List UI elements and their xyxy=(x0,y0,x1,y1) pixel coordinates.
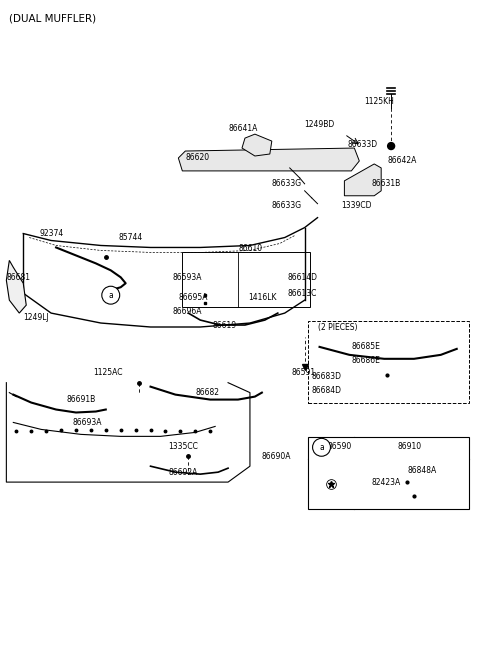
Text: 86695A: 86695A xyxy=(179,293,208,302)
Text: 86613C: 86613C xyxy=(288,289,317,298)
FancyBboxPatch shape xyxy=(308,321,468,403)
Text: 86619: 86619 xyxy=(212,320,236,329)
Text: 86591: 86591 xyxy=(292,368,316,377)
Text: 86692A: 86692A xyxy=(168,468,198,477)
Text: 86684D: 86684D xyxy=(312,386,342,395)
Text: (DUAL MUFFLER): (DUAL MUFFLER) xyxy=(9,14,96,24)
Text: 86633G: 86633G xyxy=(272,201,302,210)
Text: 86910: 86910 xyxy=(397,442,421,451)
Text: 1249LJ: 1249LJ xyxy=(23,312,49,322)
Circle shape xyxy=(102,286,120,304)
Text: a: a xyxy=(319,443,324,452)
Text: 86633G: 86633G xyxy=(272,179,302,189)
Text: 1335CC: 1335CC xyxy=(168,442,198,451)
Text: 86593A: 86593A xyxy=(172,272,202,282)
Text: 86642A: 86642A xyxy=(387,157,417,166)
Text: 86691B: 86691B xyxy=(66,395,95,404)
Text: 85744: 85744 xyxy=(119,233,143,242)
Text: 86682: 86682 xyxy=(195,388,219,397)
Polygon shape xyxy=(6,261,26,313)
Text: 1249BD: 1249BD xyxy=(305,120,335,128)
Polygon shape xyxy=(344,164,381,196)
Text: 86633D: 86633D xyxy=(348,140,377,149)
Polygon shape xyxy=(179,148,360,171)
Text: 86683D: 86683D xyxy=(312,372,342,381)
Circle shape xyxy=(388,143,395,149)
Text: (2 PIECES): (2 PIECES) xyxy=(318,322,357,331)
Text: 1339CD: 1339CD xyxy=(341,201,372,210)
Text: 86590: 86590 xyxy=(327,442,352,451)
Text: 86693A: 86693A xyxy=(73,418,102,427)
Text: 86681: 86681 xyxy=(6,272,30,282)
Text: 86631B: 86631B xyxy=(371,179,400,189)
Text: 86614D: 86614D xyxy=(288,272,318,282)
Text: 86686E: 86686E xyxy=(351,356,380,365)
Text: a: a xyxy=(108,291,113,300)
Text: 86690A: 86690A xyxy=(262,452,291,460)
Circle shape xyxy=(312,438,330,457)
Text: 82423A: 82423A xyxy=(371,477,400,487)
Polygon shape xyxy=(242,134,272,156)
Text: 86641A: 86641A xyxy=(228,124,257,133)
Text: 1125AC: 1125AC xyxy=(93,368,122,377)
Text: 86620: 86620 xyxy=(185,153,209,162)
Text: 86610: 86610 xyxy=(238,244,262,253)
Text: 1416LK: 1416LK xyxy=(248,293,276,302)
Text: 1125KH: 1125KH xyxy=(364,97,394,106)
FancyBboxPatch shape xyxy=(308,438,468,509)
Text: 86685E: 86685E xyxy=(351,343,380,351)
Text: 86848A: 86848A xyxy=(407,466,436,475)
Text: 86696A: 86696A xyxy=(172,307,202,316)
Text: 92374: 92374 xyxy=(39,229,63,238)
